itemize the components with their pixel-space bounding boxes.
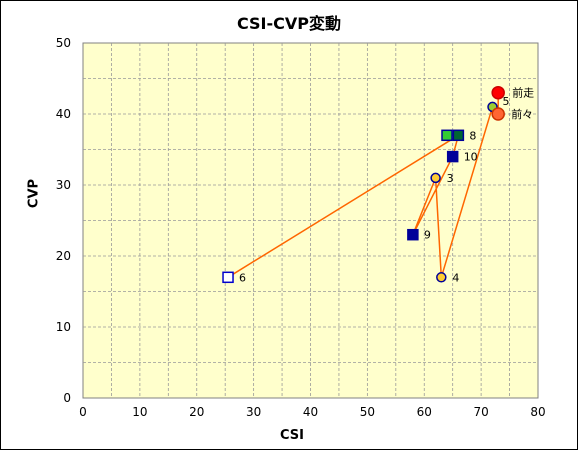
y-tick-label: 40 (56, 107, 71, 121)
data-point-circle (436, 272, 447, 283)
data-point-circle (491, 107, 505, 121)
y-tick-label: 50 (56, 36, 71, 50)
y-axis-ticks: 0 10 20 30 40 50 (56, 36, 71, 405)
chart-title: CSI-CVP変動 (236, 14, 341, 33)
point-label: 5 (503, 95, 510, 108)
x-tick-label: 30 (246, 405, 261, 419)
x-tick-label: 0 (79, 405, 87, 419)
point-label: 4 (452, 271, 459, 284)
data-point-square (441, 129, 453, 142)
point-labels: 6 8 10 9 3 4 5前々 前走 (239, 86, 534, 285)
x-axis-ticks: 0 10 20 30 40 50 60 70 80 (79, 405, 545, 419)
data-points (222, 85, 505, 284)
point-label: 10 (464, 151, 478, 164)
point-label: 6 (239, 271, 246, 284)
data-point-square (446, 150, 459, 163)
data-point-circle (430, 172, 441, 184)
grid-lines (83, 43, 538, 398)
point-label: 前走 (512, 86, 534, 100)
point-label: 前々 (511, 107, 533, 121)
y-tick-label: 20 (56, 249, 71, 263)
x-tick-label: 60 (417, 405, 432, 419)
x-tick-label: 40 (303, 405, 318, 419)
data-point-square (407, 228, 419, 241)
data-point-circle (491, 85, 505, 100)
x-tick-label: 50 (360, 405, 375, 419)
x-tick-label: 80 (530, 405, 545, 419)
x-axis-label: CSI (280, 428, 304, 443)
point-label: 3 (447, 172, 454, 185)
point-label: 9 (424, 229, 431, 242)
x-tick-label: 70 (473, 405, 488, 419)
y-tick-label: 30 (56, 178, 71, 192)
x-tick-label: 20 (189, 405, 204, 419)
data-point-square (222, 271, 234, 284)
y-tick-label: 0 (63, 391, 71, 405)
point-label: 8 (469, 129, 476, 142)
y-tick-label: 10 (56, 320, 71, 334)
data-point-square (452, 129, 465, 142)
x-tick-label: 10 (132, 405, 147, 419)
